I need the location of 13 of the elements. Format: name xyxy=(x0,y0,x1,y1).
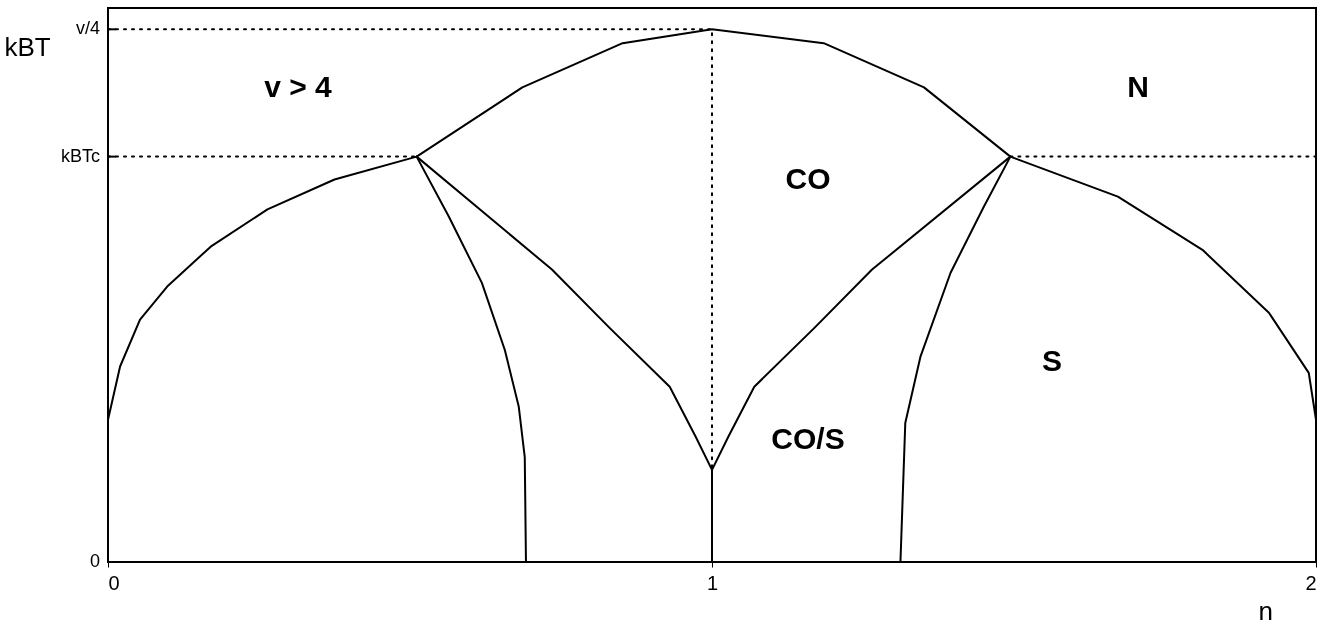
annotation: N xyxy=(1127,70,1149,103)
annotation: v > 4 xyxy=(264,70,333,103)
text: 0 xyxy=(89,551,100,571)
x-tick-label: 0 xyxy=(108,571,120,594)
ref-line-label: v/4 xyxy=(75,18,100,39)
x-tick-label: 1 xyxy=(706,571,719,594)
annotation: CO/S xyxy=(771,422,845,455)
x-tick-label: 2 xyxy=(1305,571,1317,594)
y-axis-title: kBT xyxy=(4,31,51,62)
annotation: CO xyxy=(785,162,831,195)
annotation: S xyxy=(1041,344,1063,377)
ref-line-label: kBTc xyxy=(60,145,100,166)
x-axis-title: n xyxy=(1258,595,1273,625)
